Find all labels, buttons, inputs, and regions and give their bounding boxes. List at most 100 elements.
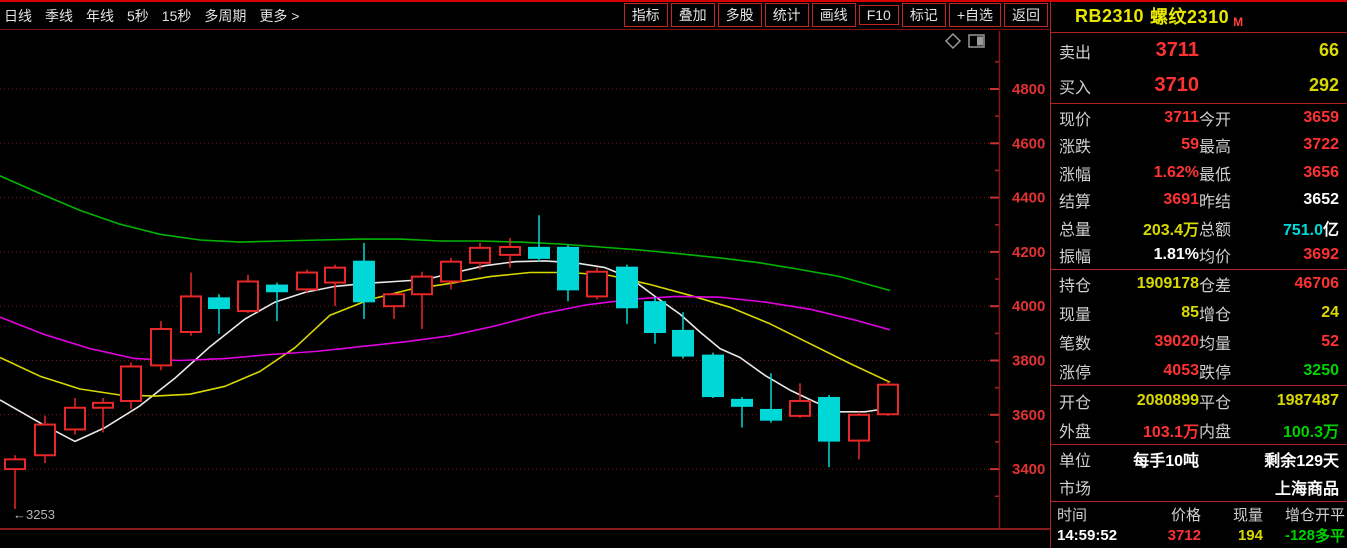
candle-body [760,408,782,421]
quote-cell: 结算 3691 [1059,188,1199,212]
quote-cell: 单位 每手10吨 [1059,447,1199,471]
quote-label: 外盘 [1059,423,1092,441]
toolbar-button-+自选[interactable]: +自选 [948,3,1001,27]
axis-tick-label: 4600 [1012,135,1045,152]
quote-cell: 现量 85 [1059,301,1199,325]
chart-toolbar: 日线 季线 年线 5秒 15秒 多周期 更多 > 指标 叠加 多股 统计 画线 F10 标记 +自选 返回 [0,2,1050,30]
quote-cell: 买入 3710 [1059,74,1199,98]
panel-toggle-icon[interactable] [968,34,985,48]
period-menu-item[interactable]: 更多 > [259,7,300,24]
quote-label: 现价 [1059,111,1092,129]
quote-cell: 66 [1199,40,1339,61]
quote-value: 3691 [1163,191,1199,209]
contract-title: RB2310 螺纹2310 M [1051,0,1347,33]
quote-cell: 持仓 1909178 [1059,272,1199,296]
period-menu-item[interactable]: 季线 [45,7,73,24]
quote-label: 笔数 [1059,335,1092,353]
candle-body [208,297,230,310]
chart-svg[interactable]: 4800 4600 4400 4200 4000 3800 3600 3400 ←3253 [0,30,1050,530]
quote-value: 52 [1321,332,1339,350]
panel-section-quotes: 现价 3711 今开 3659 涨跌 59 最高 3722 涨幅 1.62% 最低 3656 结算 369… [1051,104,1347,270]
quote-label: 开仓 [1059,394,1092,412]
panel-row: 总量 203.4万 总额 751.0亿 [1051,214,1347,242]
toolbar-button-指标[interactable]: 指标 [623,3,668,27]
toolbar-button-画线[interactable]: 画线 [811,3,856,27]
quote-cell: 现价 3711 [1059,106,1199,130]
diamond-icon[interactable] [944,32,962,50]
period-menu: 日线 季线 年线 5秒 15秒 多周期 更多 > [0,6,312,26]
quote-cell: 涨跌 59 [1059,133,1199,157]
quote-value: 剩余129天 [1264,453,1339,470]
candle-body [818,396,840,442]
candle-body [266,284,288,293]
quote-label: 持仓 [1059,278,1092,296]
panel-toggle-icon-fill [977,36,983,46]
quote-cell: 涨幅 1.62% [1059,161,1199,185]
panel-row: 外盘 103.1万 内盘 100.3万 [1051,415,1347,444]
period-menu-item[interactable]: 5秒 [127,7,149,24]
tape-header: 价格 [1170,507,1201,524]
quote-cell: 仓差 46706 [1199,272,1339,296]
quote-cell: 最低 3656 [1199,161,1339,185]
quote-cell: 剩余129天 [1199,447,1339,471]
panel-row: 涨幅 1.62% 最低 3656 [1051,159,1347,187]
candlestick-chart-canvas[interactable]: 4800 4600 4400 4200 4000 3800 3600 3400 ←3253 [0,30,1050,530]
tape-header-row: 时间 价格 现量 增仓 开平 [1057,504,1345,525]
quote-value: 3250 [1303,361,1339,379]
period-menu-item[interactable]: 多周期 [204,7,247,24]
quote-cell: 外盘 103.1万 [1059,418,1199,442]
tape-header: 增仓 [1284,507,1315,524]
candle-body [4,458,26,471]
candle-body [616,266,638,309]
quote-label: 增仓 [1199,307,1232,325]
quote-cell: 均价 3692 [1199,243,1339,267]
panel-row: 卖出 3711 66 [1051,33,1347,68]
quote-label: 涨停 [1059,364,1092,382]
panel-section-bidask: 卖出 3711 66 买入 3710 292 [1051,33,1347,104]
candle-body [644,301,666,333]
quote-value: 103.1万 [1142,423,1199,441]
quote-value: 292 [1308,75,1339,95]
quote-cell: 涨停 4053 [1059,359,1199,383]
quote-label: 平仓 [1199,394,1232,412]
quote-value: 3659 [1303,108,1339,126]
quote-panel: RB2310 螺纹2310 M 卖出 3711 66 买入 3710 292 现价 3711 今… [1050,0,1347,548]
ma-green-line [0,175,891,292]
quote-label: 涨幅 [1059,166,1092,184]
quote-value-unit: 亿 [1322,221,1339,239]
candle-body [848,413,870,442]
quote-value: 1909178 [1136,275,1199,293]
tape-value: 14:59:52 [1057,527,1118,544]
toolbar-button-F10[interactable]: F10 [858,5,899,25]
quote-value: 3692 [1303,246,1339,264]
panel-row: 结算 3691 昨结 3652 [1051,187,1347,215]
toolbar-button-标记[interactable]: 标记 [901,3,946,27]
tape-value: 多平 [1315,528,1346,545]
axis-tick-label: 3800 [1012,353,1045,370]
toolbar-button-多股[interactable]: 多股 [717,3,762,27]
quote-label: 涨跌 [1059,139,1092,157]
quote-value: 24 [1321,304,1339,322]
contract-symbol: RB2310 [1075,5,1145,26]
candle-body [499,246,521,256]
panel-row: 持仓 1909178 仓差 46706 [1051,270,1347,299]
quote-cell: 均量 52 [1199,330,1339,354]
panel-row: 开仓 2080899 平仓 1987487 [1051,386,1347,415]
axis-tick-label: 4400 [1012,190,1045,207]
axis-tick-label: 3600 [1012,407,1045,424]
period-menu-item[interactable]: 年线 [86,7,114,24]
quote-cell: 平仓 1987487 [1199,389,1339,413]
toolbar-button-统计[interactable]: 统计 [764,3,809,27]
quote-label: 现量 [1059,307,1092,325]
toolbar-button-叠加[interactable]: 叠加 [670,3,715,27]
quote-cell: 振幅 1.81% [1059,243,1199,267]
candle-body [528,246,550,259]
toolbar-button-返回[interactable]: 返回 [1004,3,1048,27]
quote-value: 2080899 [1136,391,1199,409]
quote-cell: 最高 3722 [1199,133,1339,157]
panel-row: 涨停 4053 跌停 3250 [1051,356,1347,385]
tape-value: 3712 [1167,527,1201,544]
period-menu-item[interactable]: 日线 [4,7,32,24]
quote-label: 仓差 [1199,278,1232,296]
period-menu-item[interactable]: 15秒 [161,7,192,24]
